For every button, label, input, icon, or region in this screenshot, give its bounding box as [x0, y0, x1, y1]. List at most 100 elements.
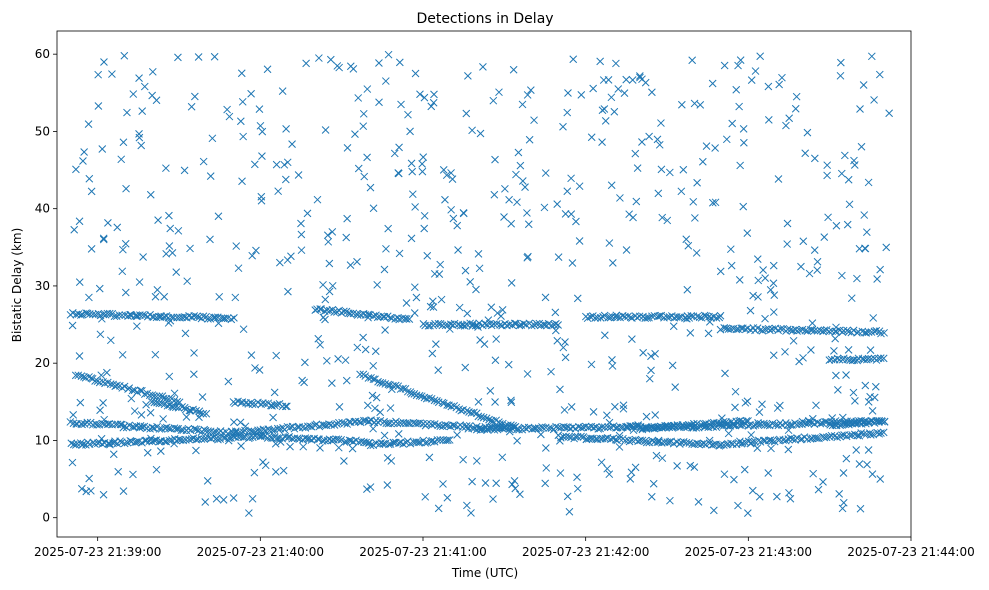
data-point — [326, 55, 335, 64]
data-point — [271, 467, 280, 476]
data-point — [516, 490, 524, 499]
data-point — [364, 374, 373, 382]
data-point — [335, 402, 344, 411]
data-point — [399, 384, 407, 393]
data-point — [162, 164, 170, 173]
data-point — [734, 61, 742, 70]
data-point — [295, 423, 304, 431]
data-point — [428, 349, 437, 358]
data-point — [685, 420, 693, 429]
data-point — [683, 285, 692, 294]
data-point — [75, 278, 84, 286]
data-point — [799, 237, 808, 246]
data-point — [135, 74, 143, 82]
data-point — [129, 470, 137, 479]
data-point — [831, 417, 840, 425]
data-point — [612, 311, 621, 320]
data-point — [373, 280, 382, 289]
data-point — [501, 184, 509, 193]
data-point — [596, 314, 605, 322]
data-point — [753, 255, 762, 264]
data-point — [720, 61, 729, 70]
data-point — [389, 438, 398, 447]
data-point — [784, 426, 793, 435]
data-point — [113, 381, 121, 390]
data-point — [236, 418, 245, 427]
data-point — [515, 425, 523, 434]
data-point — [471, 321, 480, 330]
data-point — [696, 101, 705, 109]
data-point — [302, 59, 310, 68]
data-point — [328, 228, 337, 236]
data-point — [698, 157, 707, 166]
data-point — [561, 423, 570, 432]
data-point — [178, 403, 186, 411]
data-point — [170, 389, 179, 398]
data-point — [810, 154, 819, 163]
data-point — [862, 419, 870, 428]
data-point — [363, 85, 372, 93]
data-point — [330, 421, 339, 429]
data-point — [631, 463, 640, 472]
data-point — [313, 195, 322, 204]
data-point — [521, 183, 529, 192]
data-point — [575, 182, 584, 191]
data-point — [270, 401, 279, 410]
data-point — [397, 100, 405, 109]
data-point — [556, 385, 564, 394]
data-point — [645, 374, 654, 383]
data-point — [567, 403, 576, 411]
data-point — [256, 121, 265, 130]
data-point — [732, 85, 741, 94]
data-point — [224, 377, 233, 386]
data-point — [94, 102, 103, 110]
data-point — [278, 87, 287, 96]
data-point — [596, 57, 605, 66]
data-point — [97, 314, 106, 323]
data-point — [827, 431, 836, 440]
data-point — [781, 347, 789, 356]
data-point — [491, 356, 500, 365]
data-point — [735, 276, 744, 284]
data-point — [818, 419, 827, 427]
data-point — [870, 393, 879, 402]
data-point — [626, 475, 635, 483]
data-point — [600, 331, 609, 340]
data-point — [120, 51, 129, 60]
data-point — [556, 469, 565, 477]
data-point — [77, 484, 86, 493]
data-point — [91, 377, 99, 385]
data-point — [192, 425, 201, 434]
data-point — [650, 424, 659, 433]
data-point — [395, 143, 403, 152]
data-point — [683, 314, 691, 323]
data-point — [490, 190, 499, 199]
data-point — [551, 308, 560, 317]
data-point — [489, 495, 497, 503]
data-point — [183, 277, 192, 286]
data-point — [530, 321, 539, 329]
data-point — [359, 122, 368, 131]
data-point — [564, 89, 572, 97]
data-point — [199, 312, 208, 321]
data-point — [76, 398, 85, 407]
data-point — [120, 382, 129, 391]
data-point — [441, 421, 450, 429]
data-point — [119, 423, 128, 432]
data-point — [846, 431, 854, 440]
data-point — [842, 419, 851, 428]
data-point — [247, 89, 255, 98]
data-point — [739, 202, 748, 211]
data-point — [498, 453, 507, 462]
data-point — [80, 148, 88, 156]
data-point — [505, 427, 514, 436]
data-point — [162, 423, 171, 432]
data-point — [234, 264, 243, 273]
data-point — [301, 358, 309, 367]
data-point — [374, 377, 382, 386]
data-point — [734, 501, 742, 510]
data-point — [97, 434, 106, 443]
data-point — [70, 225, 79, 234]
data-point — [445, 325, 454, 333]
data-point — [740, 138, 748, 147]
